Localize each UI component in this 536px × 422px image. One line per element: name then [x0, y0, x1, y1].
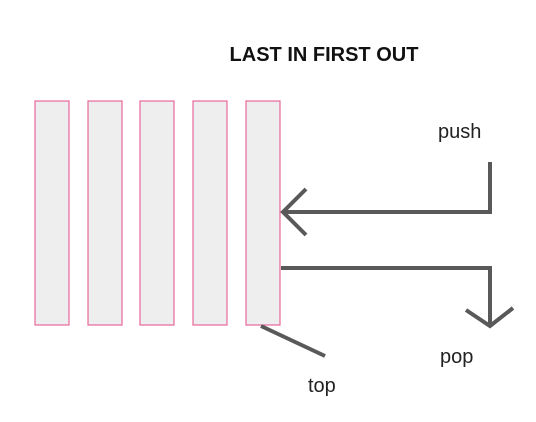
push-arrow: [280, 162, 492, 237]
push-arrowhead: [280, 187, 308, 237]
stack-slot-3: [139, 100, 175, 326]
stack-slot-2: [87, 100, 123, 326]
diagram-title: LAST IN FIRST OUT: [230, 44, 419, 66]
stack-slot-1: [34, 100, 70, 326]
pop-label: pop: [440, 346, 473, 368]
pop-arrowhead: [464, 306, 515, 329]
stack-slot-top: [245, 100, 281, 326]
pop-arrow: [281, 266, 515, 329]
stack-slot-4: [192, 100, 228, 326]
push-arrow-path: [283, 162, 492, 214]
push-label: push: [438, 121, 481, 143]
pop-arrow-path: [281, 266, 492, 324]
top-pointer: [260, 324, 326, 358]
top-label: top: [308, 375, 336, 397]
stack: [34, 100, 281, 326]
